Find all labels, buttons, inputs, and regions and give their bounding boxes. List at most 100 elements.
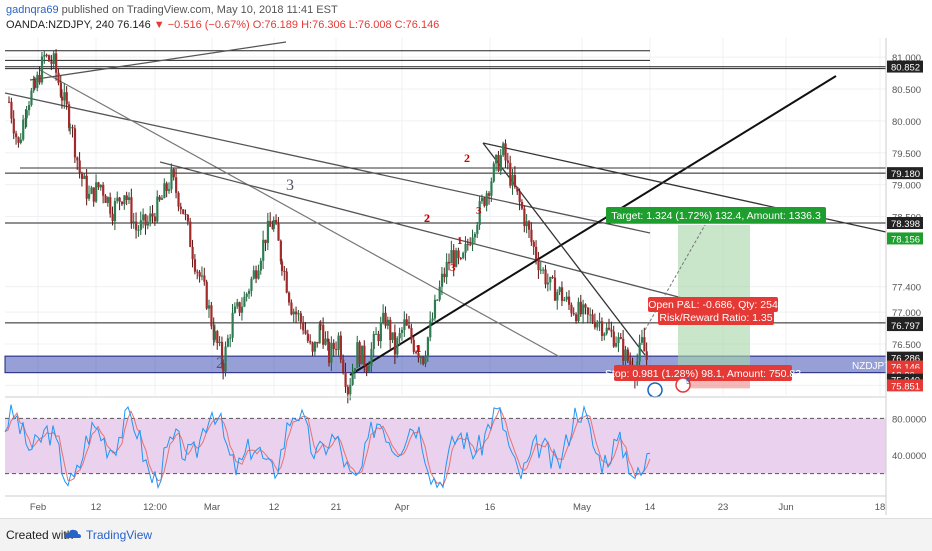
- candle: [342, 354, 345, 375]
- candle-body: [76, 157, 79, 161]
- candle: [471, 229, 474, 252]
- candle-body: [478, 201, 481, 225]
- candle-body: [92, 187, 95, 202]
- price-label-10: 75.851: [891, 381, 920, 392]
- price-label-bg-0: [887, 60, 923, 73]
- candle: [476, 222, 479, 239]
- candle-body: [375, 333, 378, 335]
- trend-line-0: [4, 92, 651, 234]
- candle: [480, 194, 484, 204]
- candle: [224, 341, 227, 377]
- candle-body: [104, 195, 107, 203]
- candle: [191, 239, 194, 268]
- horizontal-levels: [5, 50, 886, 324]
- candle-body: [624, 349, 627, 361]
- candle-body: [163, 183, 166, 199]
- candle: [226, 334, 230, 348]
- candle: [158, 195, 161, 202]
- candle-body: [469, 244, 472, 246]
- candle: [464, 236, 467, 261]
- candle: [539, 261, 542, 275]
- candle: [502, 141, 505, 158]
- candle-body: [328, 341, 331, 363]
- candle: [483, 196, 486, 208]
- candle: [309, 334, 312, 345]
- price-label-6: 76.286: [891, 354, 920, 365]
- candle: [356, 335, 359, 369]
- target-zone: [678, 225, 750, 367]
- candle: [572, 307, 575, 316]
- candle-body: [139, 220, 142, 230]
- candle: [210, 301, 213, 330]
- candle: [262, 230, 265, 270]
- candle-body: [485, 193, 488, 206]
- candle: [113, 197, 117, 230]
- candle: [257, 264, 260, 280]
- candle-body: [250, 278, 253, 291]
- candle-body: [205, 281, 208, 309]
- price-label-bg-1: [887, 167, 923, 180]
- wave-label-6: 1: [457, 235, 463, 247]
- candle-body: [275, 219, 278, 224]
- trend-line-2: [159, 161, 691, 301]
- candle-body: [368, 365, 371, 372]
- candle: [509, 155, 512, 189]
- candle-body: [643, 337, 646, 352]
- candle: [33, 76, 37, 90]
- candle-body: [504, 143, 507, 161]
- candle-body: [610, 329, 613, 332]
- stochastic-pane: 80.0000 40.0000: [4, 396, 926, 490]
- author-name[interactable]: gadnqra69: [6, 4, 59, 16]
- candle-body: [285, 271, 288, 293]
- candle: [142, 208, 145, 229]
- time-axis[interactable]: Feb 12 12:00 Mar 12 21 Apr 16 May 14 23 Jun 18: [5, 495, 886, 513]
- candle-body: [52, 53, 55, 64]
- candle-body: [337, 335, 340, 350]
- projection-line: [644, 224, 706, 331]
- candle: [57, 68, 60, 86]
- candle: [617, 332, 620, 353]
- candle: [92, 187, 95, 207]
- price-axis[interactable]: 81.00080.50080.00079.50079.00078.50077.4…: [885, 38, 923, 515]
- candle-body: [551, 276, 554, 278]
- candle-body: [17, 137, 20, 143]
- candle: [626, 347, 630, 364]
- candle: [549, 276, 552, 291]
- candle: [579, 294, 582, 317]
- candle-body: [149, 213, 152, 222]
- price-label-bg-3: [887, 232, 923, 245]
- candle: [575, 312, 578, 324]
- candle-body: [629, 360, 632, 365]
- candle-body: [189, 221, 192, 247]
- candle: [120, 201, 124, 206]
- price-label-0: 80.852: [891, 63, 920, 74]
- candle-body: [523, 208, 526, 227]
- candle: [132, 212, 135, 229]
- candle: [318, 321, 321, 344]
- candle: [275, 214, 278, 226]
- tradingview-brand[interactable]: TradingView: [86, 528, 153, 542]
- candle: [160, 195, 164, 201]
- candle-body: [196, 271, 199, 273]
- candle: [530, 222, 533, 246]
- candle-body: [615, 343, 618, 347]
- candle-body: [518, 191, 521, 202]
- candle-body: [15, 133, 18, 138]
- candle-body: [280, 261, 284, 272]
- candle-body: [513, 175, 517, 188]
- candle: [40, 52, 44, 85]
- candle: [302, 315, 305, 335]
- candle-body: [612, 331, 615, 347]
- candle: [335, 341, 338, 356]
- candle: [403, 311, 406, 338]
- position-labels: Target: 1.324 (1.72%) 132.4, Amount: 133…: [605, 207, 826, 398]
- candle-body: [509, 162, 512, 186]
- candle-body: [560, 287, 564, 301]
- candle-body: [137, 229, 140, 231]
- candle-body: [288, 292, 291, 303]
- candle: [455, 247, 458, 268]
- candle: [78, 152, 81, 179]
- candle: [537, 251, 540, 279]
- candle: [450, 240, 453, 264]
